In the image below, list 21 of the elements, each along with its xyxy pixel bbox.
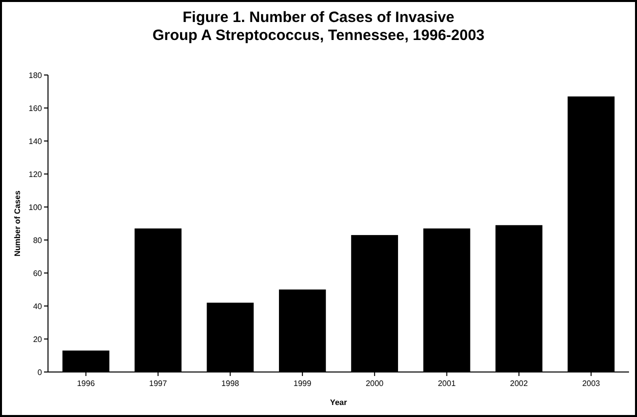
chart-title: Figure 1. Number of Cases of Invasive Group A Streptococcus, Tennessee, 1996-2003 xyxy=(152,9,485,44)
x-tick-label: 2003 xyxy=(582,379,601,388)
x-tick-label: 2000 xyxy=(366,379,384,388)
x-tick-label: 2001 xyxy=(438,379,456,388)
y-tick-label: 20 xyxy=(33,334,43,344)
y-tick-label: 120 xyxy=(28,170,43,179)
x-tick-label: 1998 xyxy=(221,379,240,388)
y-tick-label: 140 xyxy=(28,136,43,146)
x-tick-label: 1999 xyxy=(294,379,312,388)
x-tick-label: 2002 xyxy=(510,379,528,388)
y-tick-label: 60 xyxy=(33,268,43,278)
y-tick-label: 160 xyxy=(28,104,43,113)
y-tick-label: 100 xyxy=(28,202,43,212)
x-axis-title: Year xyxy=(330,398,347,407)
y-tick-label: 40 xyxy=(33,302,43,311)
x-tick-label: 1997 xyxy=(149,379,168,388)
y-tick-label: 80 xyxy=(33,236,43,245)
y-axis-title: Number of Cases xyxy=(13,190,22,256)
x-tick-label: 1996 xyxy=(76,379,96,388)
y-tick-label: 0 xyxy=(38,368,43,377)
y-tick-label: 180 xyxy=(28,70,43,80)
